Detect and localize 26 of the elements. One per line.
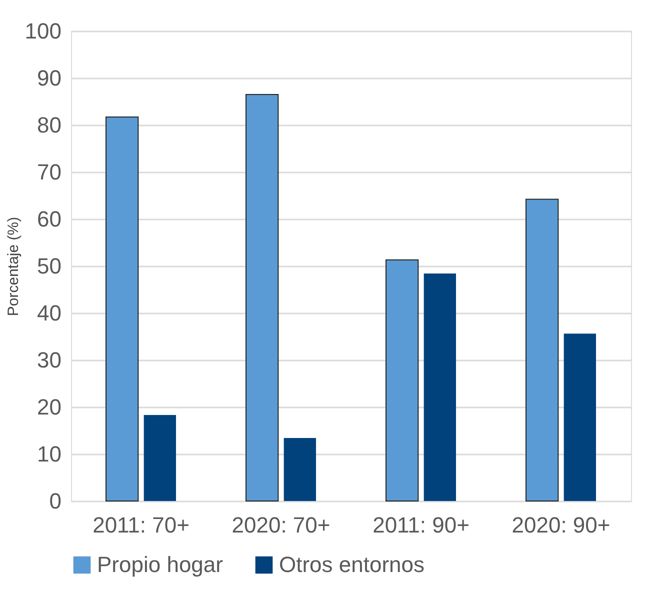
bar [424,274,456,501]
legend-label: Propio hogar [97,552,223,577]
bar [526,198,559,502]
bar [246,94,279,502]
x-tick-label: 2020: 70+ [232,512,330,538]
x-tick-label: 2011: 90+ [372,512,470,538]
x-tick-label: 2011: 70+ [92,512,190,538]
y-tick-label: 50 [37,254,62,278]
y-axis-title: Porcentaje (%) [4,216,22,316]
x-tick-label: 2020: 90+ [512,512,610,538]
y-tick-label: 30 [37,348,62,372]
legend-label: Otros entornos [279,552,425,577]
bar [386,259,419,502]
y-tick-label: 70 [37,160,62,184]
y-tick-label: 10 [37,442,62,466]
bar [106,116,139,502]
y-tick-label: 20 [37,394,62,420]
bar [284,438,316,501]
y-tick-label: 60 [37,206,62,232]
y-tick-label: 0 [49,488,62,514]
y-tick-label: 90 [37,66,62,90]
bar [564,334,596,501]
y-tick-label: 80 [37,112,62,138]
bar [144,414,176,501]
y-tick-label: 40 [37,300,62,326]
y-tick-label: 100 [24,18,62,44]
